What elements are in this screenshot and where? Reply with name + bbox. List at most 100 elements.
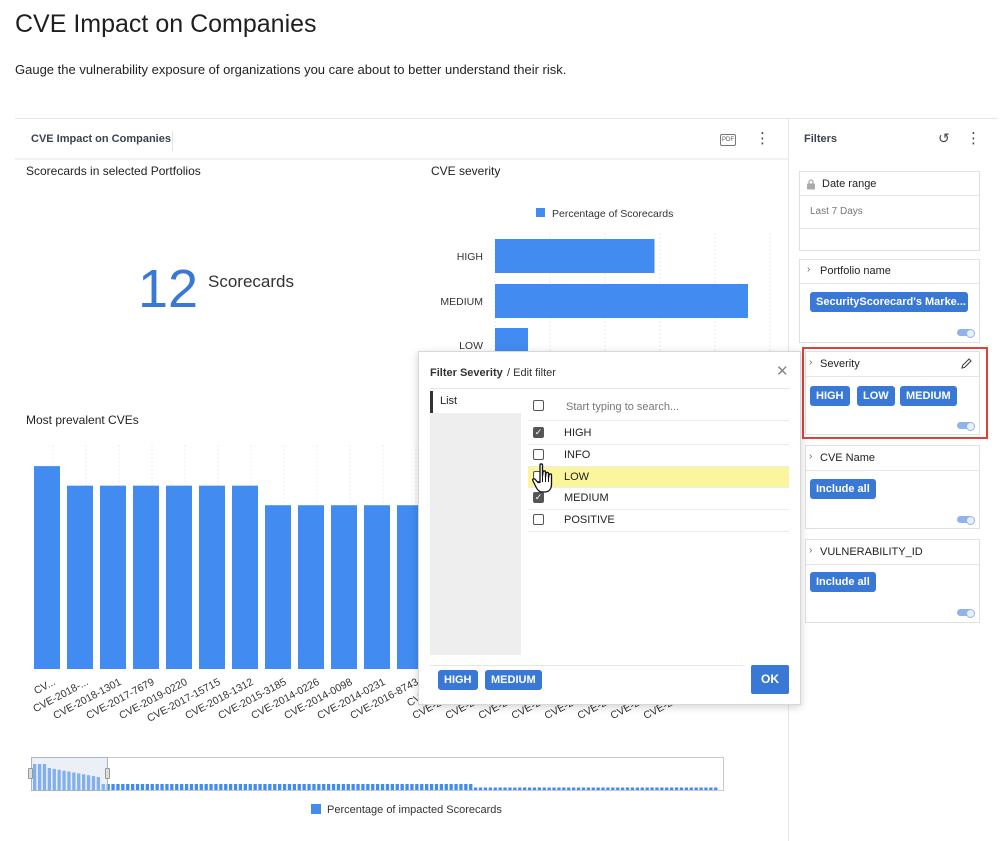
modal-sidebar	[430, 391, 521, 655]
severity-bar-medium[interactable]	[495, 284, 748, 318]
range-preview-bar	[160, 784, 164, 790]
range-preview-bar	[346, 784, 350, 790]
pdf-export-icon[interactable]: PDF	[720, 134, 736, 146]
cve-bar[interactable]	[100, 485, 126, 669]
portfolio-toggle[interactable]	[957, 329, 973, 336]
range-preview-bar	[699, 787, 703, 790]
range-preview-bar	[493, 787, 497, 790]
ok-button[interactable]: OK	[751, 665, 789, 694]
range-slider-window[interactable]	[31, 757, 108, 791]
selected-chip-medium[interactable]: MEDIUM	[485, 670, 542, 690]
option-checkbox-medium[interactable]	[533, 492, 544, 503]
range-preview-bar	[96, 777, 100, 790]
severity-toggle[interactable]	[957, 422, 973, 429]
cve-bar[interactable]	[331, 505, 357, 669]
divider	[800, 283, 979, 284]
page-subtitle: Gauge the vulnerability exposure of orga…	[15, 62, 567, 77]
divider	[806, 376, 979, 377]
option-checkbox-high[interactable]	[533, 427, 544, 438]
date-range-value[interactable]: Last 7 Days	[810, 206, 863, 217]
range-handle-left[interactable]	[28, 768, 33, 779]
chevron-right-icon[interactable]: ›	[809, 357, 813, 368]
range-preview-bar	[42, 764, 47, 790]
divider	[528, 531, 789, 532]
range-preview-bar	[552, 787, 556, 790]
cve-name-toggle[interactable]	[957, 516, 973, 523]
selected-chip-high[interactable]: HIGH	[438, 670, 478, 690]
range-preview-bar	[508, 787, 512, 790]
divider	[528, 420, 789, 421]
filter-label-severity: Severity	[820, 358, 860, 370]
cve-bar[interactable]	[232, 485, 258, 669]
range-preview-bar	[165, 784, 169, 790]
range-preview-bar	[67, 771, 71, 790]
filter-card-date-range[interactable]	[799, 171, 980, 251]
option-label-low[interactable]: LOW	[564, 471, 590, 483]
severity-tick-label: LOW	[459, 340, 483, 352]
range-preview-bar	[704, 787, 708, 790]
edit-pencil-icon[interactable]	[960, 357, 973, 370]
range-preview-bar	[591, 787, 595, 790]
option-label-info[interactable]: INFO	[564, 449, 591, 461]
range-preview-bar	[37, 764, 42, 790]
chevron-right-icon[interactable]: ›	[807, 264, 811, 275]
option-label-high[interactable]: HIGH	[564, 427, 592, 439]
option-label-medium[interactable]: MEDIUM	[564, 492, 609, 504]
tab-list[interactable]: List	[430, 391, 521, 413]
option-label-positive[interactable]: POSITIVE	[564, 514, 615, 526]
cve-bar[interactable]	[166, 485, 192, 669]
severity-bar-low[interactable]	[495, 328, 528, 355]
range-preview-bar	[62, 770, 66, 790]
range-preview-bar	[366, 784, 370, 790]
cve-bar[interactable]	[199, 485, 225, 669]
option-search-input[interactable]: Start typing to search...	[566, 401, 680, 413]
severity-chip-medium[interactable]: MEDIUM	[900, 386, 957, 406]
range-preview-bar	[273, 784, 277, 790]
divider	[806, 470, 979, 471]
range-preview-bar	[385, 784, 390, 790]
chevron-right-icon[interactable]: ›	[809, 545, 813, 556]
option-checkbox-info[interactable]	[533, 449, 544, 460]
range-preview-bar	[150, 784, 154, 790]
range-handle-right[interactable]	[105, 768, 110, 779]
vulnerability-id-chip[interactable]: Include all	[810, 572, 876, 592]
range-preview-bar	[714, 787, 718, 790]
portfolio-chip[interactable]: SecurityScorecard's Marke...	[810, 292, 968, 312]
cve-name-chip[interactable]: Include all	[810, 479, 876, 499]
range-preview-bar	[684, 787, 688, 790]
reset-icon[interactable]: ↺	[938, 130, 950, 146]
option-checkbox-positive[interactable]	[533, 514, 544, 525]
range-preview-bar	[376, 784, 380, 790]
tab-cve-impact[interactable]: CVE Impact on Companies	[31, 133, 171, 145]
filter-label-portfolio: Portfolio name	[820, 265, 891, 277]
range-slider-preview	[33, 764, 718, 790]
range-preview-bar	[415, 784, 419, 790]
severity-bar-high[interactable]	[495, 239, 655, 273]
cve-bar[interactable]	[364, 505, 390, 669]
select-all-checkbox[interactable]	[533, 400, 544, 411]
range-preview-bar	[111, 784, 115, 790]
close-icon[interactable]: ✕	[776, 363, 789, 380]
more-vertical-icon[interactable]: ⋮	[755, 130, 770, 147]
range-preview-bar	[503, 787, 507, 790]
severity-chip-high[interactable]: HIGH	[810, 386, 850, 406]
range-preview-bar	[116, 784, 120, 790]
severity-chip-low[interactable]: LOW	[857, 386, 895, 406]
cve-bar[interactable]	[34, 466, 60, 669]
filters-title: Filters	[804, 133, 838, 145]
cve-bar[interactable]	[265, 505, 291, 669]
range-preview-bar	[131, 784, 135, 790]
range-preview-bar	[57, 769, 61, 790]
more-vertical-icon[interactable]: ⋮	[966, 130, 981, 147]
range-preview-bar	[532, 787, 537, 790]
divider	[430, 388, 790, 389]
chevron-right-icon[interactable]: ›	[809, 451, 813, 462]
cve-bar[interactable]	[133, 485, 159, 669]
cve-bar[interactable]	[67, 485, 93, 669]
range-preview-bar	[140, 784, 145, 790]
vulnerability-id-toggle[interactable]	[957, 609, 973, 616]
range-preview-bar	[380, 784, 385, 790]
range-preview-bar	[268, 784, 272, 790]
option-row-highlight	[528, 466, 789, 487]
cve-bar[interactable]	[298, 505, 324, 669]
